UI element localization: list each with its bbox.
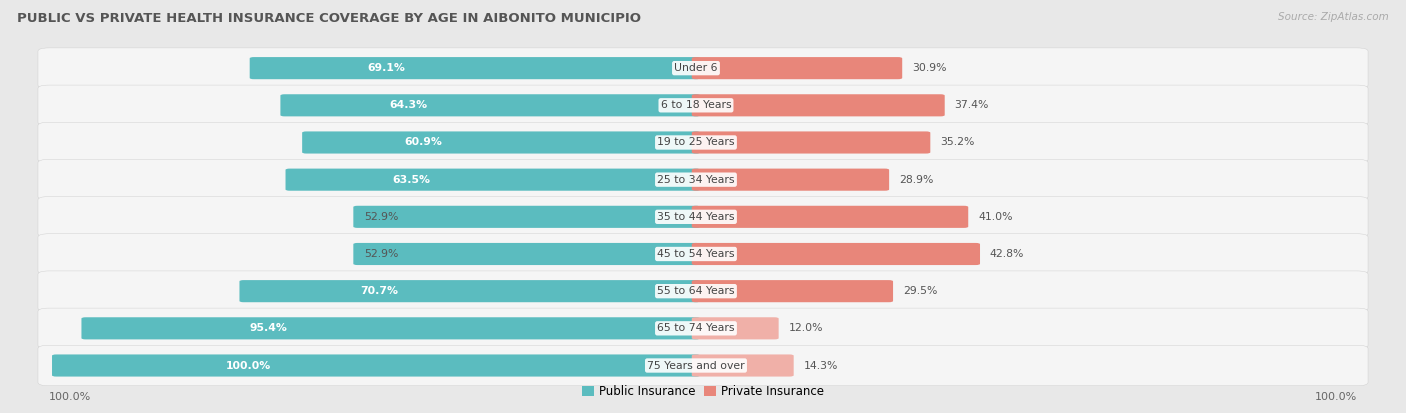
Text: 6 to 18 Years: 6 to 18 Years [661,100,731,110]
FancyBboxPatch shape [38,122,1368,163]
Text: 14.3%: 14.3% [803,361,838,370]
Text: 25 to 34 Years: 25 to 34 Years [657,175,735,185]
FancyBboxPatch shape [38,85,1368,126]
Text: 69.1%: 69.1% [367,63,405,73]
Text: 19 to 25 Years: 19 to 25 Years [657,138,735,147]
Text: 100.0%: 100.0% [49,392,91,402]
FancyBboxPatch shape [280,94,700,116]
Text: 42.8%: 42.8% [990,249,1024,259]
Text: 95.4%: 95.4% [250,323,288,333]
FancyBboxPatch shape [692,206,969,228]
FancyBboxPatch shape [353,243,700,265]
FancyBboxPatch shape [38,234,1368,274]
FancyBboxPatch shape [38,48,1368,88]
FancyBboxPatch shape [692,131,931,154]
Text: 52.9%: 52.9% [364,212,399,222]
Text: 52.9%: 52.9% [364,249,399,259]
Text: 29.5%: 29.5% [903,286,938,296]
Text: 12.0%: 12.0% [789,323,823,333]
Text: 100.0%: 100.0% [225,361,271,370]
Text: 64.3%: 64.3% [389,100,427,110]
FancyBboxPatch shape [82,317,700,339]
Text: 35.2%: 35.2% [941,138,974,147]
Text: 55 to 64 Years: 55 to 64 Years [657,286,735,296]
FancyBboxPatch shape [285,169,700,191]
FancyBboxPatch shape [692,280,893,302]
FancyBboxPatch shape [692,243,980,265]
Text: 60.9%: 60.9% [405,138,443,147]
Text: 37.4%: 37.4% [955,100,988,110]
Text: 35 to 44 Years: 35 to 44 Years [657,212,735,222]
FancyBboxPatch shape [302,131,700,154]
Text: 41.0%: 41.0% [979,212,1012,222]
Text: 45 to 54 Years: 45 to 54 Years [657,249,735,259]
FancyBboxPatch shape [692,169,889,191]
FancyBboxPatch shape [52,354,700,377]
Text: Under 6: Under 6 [675,63,717,73]
FancyBboxPatch shape [239,280,700,302]
FancyBboxPatch shape [353,206,700,228]
Text: 65 to 74 Years: 65 to 74 Years [657,323,735,333]
FancyBboxPatch shape [692,57,903,79]
FancyBboxPatch shape [38,345,1368,386]
FancyBboxPatch shape [38,197,1368,237]
Text: Source: ZipAtlas.com: Source: ZipAtlas.com [1278,12,1389,22]
Text: PUBLIC VS PRIVATE HEALTH INSURANCE COVERAGE BY AGE IN AIBONITO MUNICIPIO: PUBLIC VS PRIVATE HEALTH INSURANCE COVER… [17,12,641,25]
FancyBboxPatch shape [692,354,793,377]
Text: 30.9%: 30.9% [912,63,946,73]
Text: 28.9%: 28.9% [898,175,934,185]
FancyBboxPatch shape [692,317,779,339]
FancyBboxPatch shape [38,159,1368,200]
Text: 70.7%: 70.7% [360,286,398,296]
Legend: Public Insurance, Private Insurance: Public Insurance, Private Insurance [578,380,828,403]
FancyBboxPatch shape [692,94,945,116]
FancyBboxPatch shape [38,271,1368,311]
FancyBboxPatch shape [38,308,1368,349]
FancyBboxPatch shape [250,57,700,79]
Text: 100.0%: 100.0% [1315,392,1357,402]
Text: 75 Years and over: 75 Years and over [647,361,745,370]
Text: 63.5%: 63.5% [392,175,430,185]
